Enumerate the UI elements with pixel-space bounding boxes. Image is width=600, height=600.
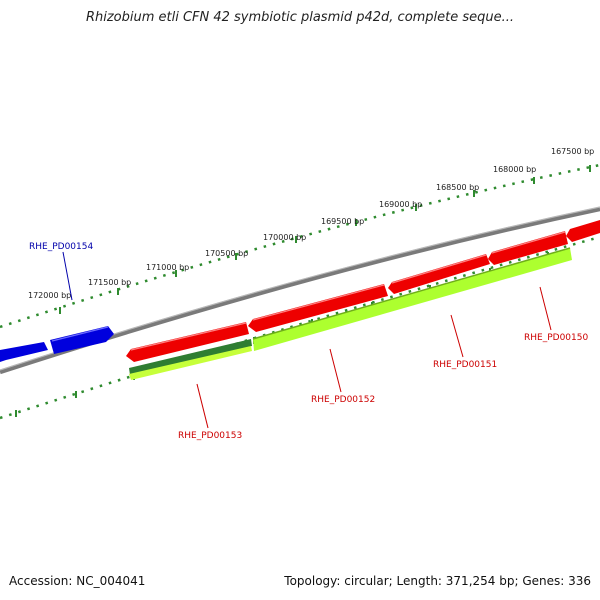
ruler-label: 170000 bp [263,233,306,242]
gene-arrow-rhe-pd00151[interactable] [388,254,490,294]
plasmid-stats-text: Topology: circular; Length: 371,254 bp; … [284,574,591,588]
ruler-label: 171000 bp [146,263,189,272]
gene-arrow-rhe-pd00154[interactable] [50,326,114,354]
ruler-label: 167500 bp [551,147,594,156]
gene-label-rhe-pd00150[interactable]: RHE_PD00150 [524,333,588,343]
gene-arrow-forward[interactable] [566,220,600,242]
ruler-labels: 167500 bp 168000 bp 168500 bp 169000 bp … [28,147,594,300]
gene-arrow-rhe-pd00152[interactable] [248,284,388,332]
feature-dark-segment[interactable] [129,339,252,375]
reverse-gene-track [0,326,114,362]
gene-label-rhe-pd00151[interactable]: RHE_PD00151 [433,360,497,370]
gene-arrow-rhe-pd00150[interactable] [488,231,568,265]
ruler-label: 168000 bp [493,165,536,174]
outer-major-ticks [59,165,591,314]
gene-arrow-rhe-pd00153[interactable] [126,322,249,362]
accession-text: Accession: NC_004041 [9,574,146,588]
map-title: Rhizobium etli CFN 42 symbiotic plasmid … [85,10,515,25]
gene-label-rhe-pd00154[interactable]: RHE_PD00154 [29,242,93,252]
ruler-label: 170500 bp [205,249,248,258]
feature-light-segment[interactable] [253,248,572,351]
ruler-label: 168500 bp [436,183,479,192]
forward-gene-track [126,220,600,362]
gene-labels: RHE_PD00154 RHE_PD00153 RHE_PD00152 RHE_… [29,242,588,441]
gene-arrow-reverse[interactable] [0,342,48,362]
ruler-label: 172000 bp [28,291,71,300]
ruler-label: 169500 bp [321,217,364,226]
feature-light-segment[interactable] [129,346,252,380]
label-leader-lines [62,251,552,429]
gene-label-rhe-pd00152[interactable]: RHE_PD00152 [311,395,375,405]
ruler-label: 169000 bp [379,200,422,209]
ruler-label: 171500 bp [88,278,131,287]
inner-ruler-track [0,235,600,420]
gene-label-rhe-pd00153[interactable]: RHE_PD00153 [178,431,242,441]
feature-track [129,247,572,380]
